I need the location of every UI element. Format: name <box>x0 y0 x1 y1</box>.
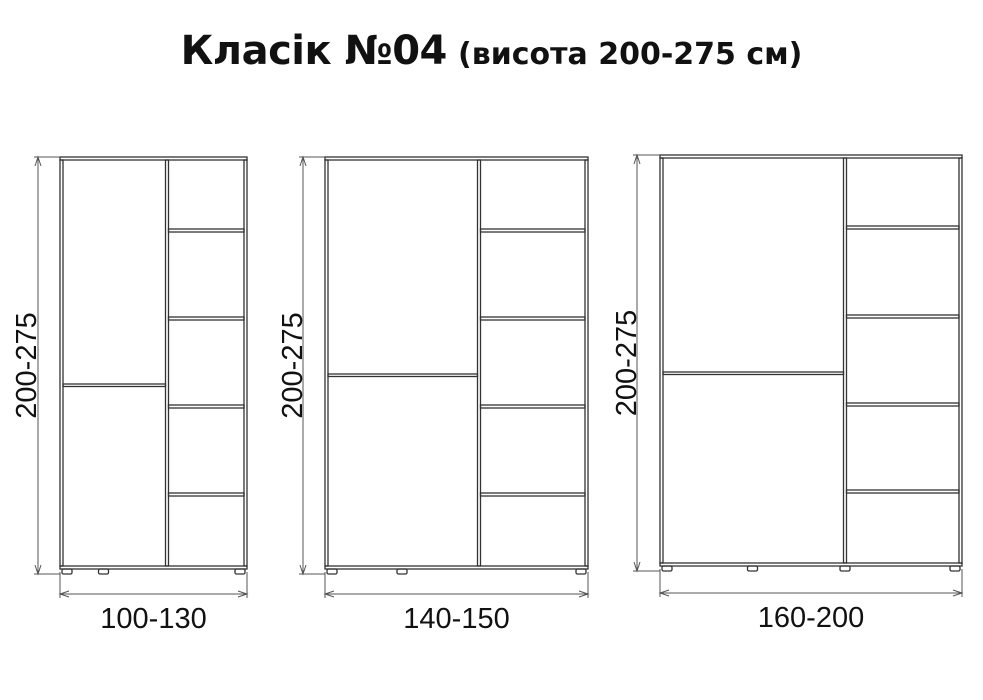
foot <box>839 565 851 572</box>
shelf <box>845 314 960 319</box>
side-panel-left <box>659 157 664 564</box>
arrow-up-icon <box>633 153 641 165</box>
shelf <box>845 402 960 407</box>
shelf <box>662 371 845 376</box>
shelf <box>845 489 960 494</box>
foot <box>326 568 338 575</box>
side-panel-left <box>59 159 64 567</box>
arrow-left-icon <box>323 590 335 598</box>
title-sub: (висота 200-275 см) <box>458 37 803 72</box>
shelf <box>479 492 586 497</box>
side-panel-right <box>958 157 963 564</box>
arrow-down-icon <box>633 561 641 573</box>
width-label: 160-200 <box>758 602 864 634</box>
shelf <box>167 228 245 233</box>
arrow-down-icon <box>299 564 307 576</box>
divider-panel <box>842 157 848 564</box>
shelf <box>167 316 245 321</box>
arrow-up-icon <box>299 155 307 167</box>
wardrobe-2: 200-275 140-150 <box>277 155 590 635</box>
width-label: 100-130 <box>100 603 206 635</box>
arrow-right-icon <box>237 590 249 598</box>
foot <box>949 565 961 572</box>
side-panel-right <box>584 159 589 567</box>
divider-panel <box>476 159 482 567</box>
shelf <box>479 228 586 233</box>
shelf <box>327 373 479 378</box>
arrow-left-icon <box>658 589 670 597</box>
foot <box>396 568 408 575</box>
foot <box>575 568 587 575</box>
foot <box>746 565 759 572</box>
wardrobe-3: 200-275 160-200 <box>611 153 964 634</box>
height-label: 200-275 <box>611 310 643 416</box>
shelf <box>479 316 586 321</box>
arrow-up-icon <box>34 155 42 167</box>
title-main: Класік №04 <box>180 28 448 74</box>
height-label: 200-275 <box>11 312 43 418</box>
height-label: 200-275 <box>277 312 309 418</box>
arrow-right-icon <box>952 589 964 597</box>
shelf <box>479 404 586 409</box>
bottom-panel <box>659 562 963 567</box>
shelf <box>62 383 167 388</box>
shelf <box>845 225 960 230</box>
foot <box>661 565 673 572</box>
side-panel-left <box>324 159 329 567</box>
wardrobe-1: 200-275 100-130 <box>11 155 249 635</box>
top-panel <box>659 154 963 159</box>
foot <box>97 568 110 575</box>
foot <box>61 568 73 575</box>
bottom-panel <box>59 565 248 570</box>
foot <box>234 568 246 575</box>
top-panel <box>324 156 589 161</box>
arrow-down-icon <box>34 564 42 576</box>
divider-panel <box>164 159 170 567</box>
page-title: Класік №04 (висота 200-275 см) <box>0 28 983 74</box>
shelf <box>167 404 245 409</box>
top-panel <box>59 156 248 161</box>
bottom-panel <box>324 565 589 570</box>
side-panel-right <box>243 159 248 567</box>
arrow-left-icon <box>58 590 70 598</box>
arrow-right-icon <box>578 590 590 598</box>
shelf <box>167 492 245 497</box>
width-label: 140-150 <box>403 603 509 635</box>
